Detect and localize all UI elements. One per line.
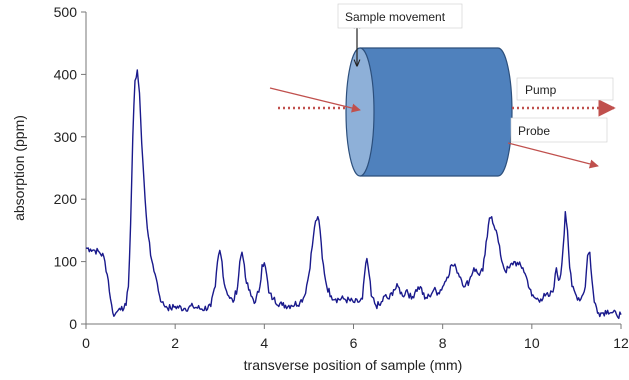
probe-beam-in — [269, 87, 361, 113]
y-tick-label: 400 — [54, 66, 78, 82]
x-axis-title: transverse position of sample (mm) — [244, 357, 463, 373]
y-tick-label: 0 — [69, 316, 77, 332]
y-tick-label: 300 — [54, 129, 78, 145]
y-axis-title: absorption (ppm) — [11, 115, 27, 221]
sample-movement-box — [337, 3, 463, 29]
cylinder-front-face — [345, 47, 375, 177]
sample-illustration: Sample movement Pump Probe — [269, 3, 616, 177]
x-tick-label: 10 — [524, 335, 540, 351]
probe-beam-out — [507, 142, 599, 169]
cylinder-back-edge — [497, 47, 513, 177]
pump-label-box — [516, 77, 614, 101]
y-tick-label: 500 — [54, 4, 78, 20]
pump-label: Pump — [525, 83, 557, 97]
x-tick-label: 12 — [613, 335, 629, 351]
probe-label-box — [510, 117, 608, 143]
cylinder-body — [360, 48, 498, 176]
y-tick-label: 100 — [54, 254, 78, 270]
x-tick-label: 0 — [82, 335, 90, 351]
x-tick-label: 4 — [260, 335, 268, 351]
probe-label: Probe — [518, 124, 550, 138]
x-tick-label: 8 — [439, 335, 447, 351]
absorption-series-line — [85, 69, 622, 320]
x-tick-label: 6 — [350, 335, 358, 351]
x-tick-label: 2 — [171, 335, 179, 351]
y-tick-label: 200 — [54, 191, 78, 207]
sample-movement-label: Sample movement — [345, 10, 446, 24]
